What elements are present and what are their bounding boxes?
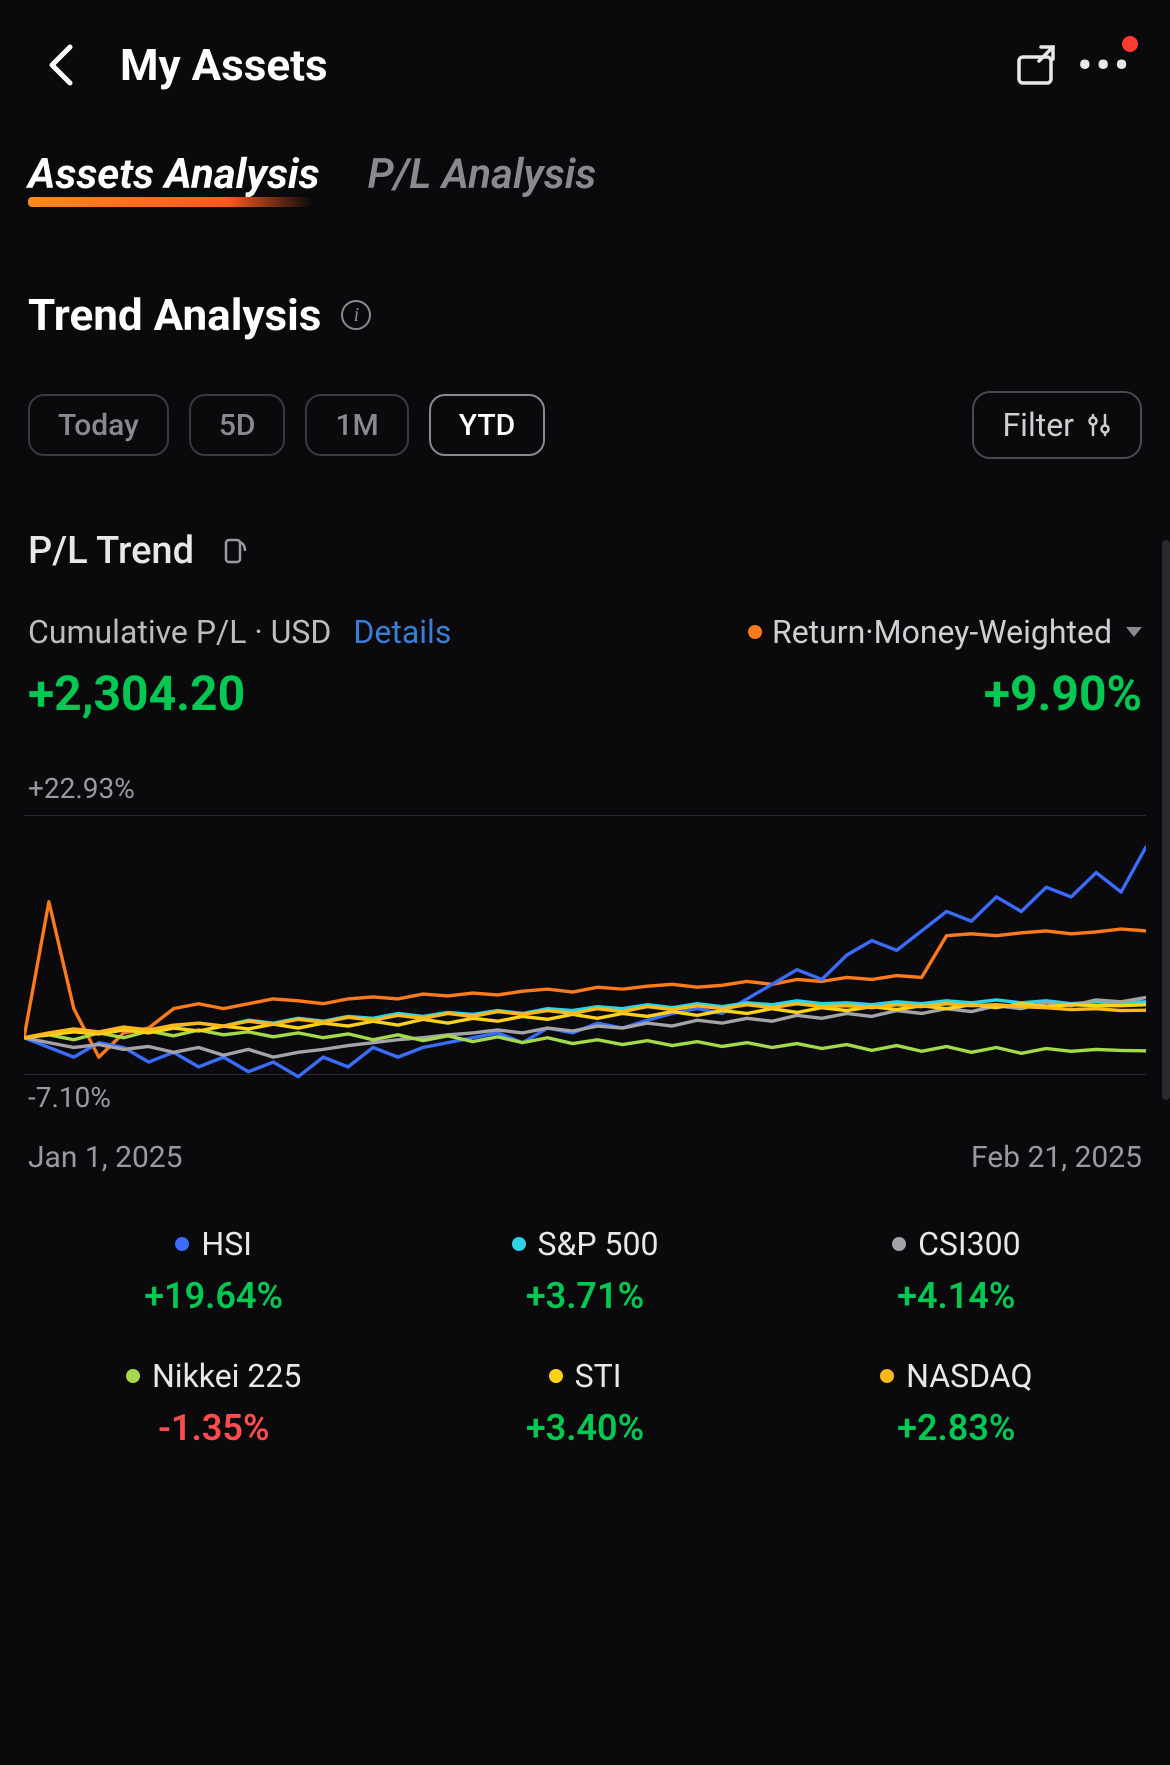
cumulative-metric: Cumulative P/L · USD Details +2,304.20 bbox=[28, 613, 748, 722]
legend-name: CSI300 bbox=[918, 1225, 1020, 1263]
range-row: Today 5D 1M YTD Filter bbox=[0, 371, 1170, 499]
legend-name: S&P 500 bbox=[538, 1225, 659, 1263]
notification-dot-icon bbox=[1122, 36, 1138, 52]
back-button[interactable] bbox=[30, 35, 90, 95]
chart-x-start: Jan 1, 2025 bbox=[28, 1140, 183, 1175]
share-icon bbox=[1013, 43, 1057, 87]
legend-grid: HSI +19.64% S&P 500 +3.71% CSI300 +4.14% Nikke… bbox=[0, 1175, 1170, 1449]
range-5d[interactable]: 5D bbox=[189, 394, 286, 456]
legend-name: NASDAQ bbox=[906, 1357, 1032, 1395]
pl-trend-title: P/L Trend bbox=[28, 529, 194, 573]
chart-container: +22.93% -7.10% bbox=[0, 732, 1170, 1124]
filter-icon bbox=[1086, 412, 1112, 438]
cumulative-value: +2,304.20 bbox=[28, 665, 748, 722]
header: My Assets ••• bbox=[0, 0, 1170, 130]
tabs: Assets Analysis P/L Analysis bbox=[0, 130, 1170, 229]
section-title: Trend Analysis bbox=[28, 289, 321, 341]
chart-y-max: +22.93% bbox=[24, 772, 1146, 805]
range-today[interactable]: Today bbox=[28, 394, 169, 456]
legend-item-sti[interactable]: STI +3.40% bbox=[399, 1357, 770, 1449]
info-icon[interactable]: i bbox=[341, 300, 371, 330]
tab-p-l-analysis[interactable]: P/L Analysis bbox=[368, 150, 597, 199]
chart-area[interactable] bbox=[24, 815, 1146, 1075]
legend-pct: +4.14% bbox=[771, 1275, 1142, 1317]
back-icon bbox=[46, 43, 74, 87]
return-label: Return·Money-Weighted bbox=[772, 613, 1112, 651]
legend-dot-icon bbox=[880, 1369, 894, 1383]
details-link[interactable]: Details bbox=[353, 613, 451, 651]
section-header: Trend Analysis i bbox=[0, 229, 1170, 371]
legend-pct: +19.64% bbox=[28, 1275, 399, 1317]
legend-item-csi300[interactable]: CSI300 +4.14% bbox=[771, 1225, 1142, 1317]
range-ytd[interactable]: YTD bbox=[429, 394, 545, 456]
legend-dot-icon bbox=[748, 625, 762, 639]
legend-item-nasdaq[interactable]: NASDAQ +2.83% bbox=[771, 1357, 1142, 1449]
scrollbar[interactable] bbox=[1162, 540, 1170, 1100]
legend-dot-icon bbox=[175, 1237, 189, 1251]
tab-assets-analysis[interactable]: Assets Analysis bbox=[28, 150, 320, 199]
legend-dot-icon bbox=[892, 1237, 906, 1251]
chart-date-row: Jan 1, 2025 Feb 21, 2025 bbox=[0, 1124, 1170, 1175]
series-return bbox=[24, 902, 1146, 1057]
page-title: My Assets bbox=[120, 39, 328, 91]
share-button[interactable] bbox=[1000, 30, 1070, 100]
legend-name: Nikkei 225 bbox=[152, 1357, 301, 1395]
legend-item-s-p-500[interactable]: S&P 500 +3.71% bbox=[399, 1225, 770, 1317]
chevron-down-icon bbox=[1126, 627, 1142, 637]
legend-dot-icon bbox=[549, 1369, 563, 1383]
legend-item-hsi[interactable]: HSI +19.64% bbox=[28, 1225, 399, 1317]
legend-pct: +2.83% bbox=[771, 1407, 1142, 1449]
legend-item-nikkei-225[interactable]: Nikkei 225 -1.35% bbox=[28, 1357, 399, 1449]
legend-pct: -1.35% bbox=[28, 1407, 399, 1449]
filter-button[interactable]: Filter bbox=[972, 391, 1142, 459]
legend-name: STI bbox=[575, 1357, 622, 1395]
metrics-row: Cumulative P/L · USD Details +2,304.20 R… bbox=[0, 593, 1170, 732]
legend-dot-icon bbox=[126, 1369, 140, 1383]
return-selector[interactable]: Return·Money-Weighted bbox=[748, 613, 1142, 651]
cumulative-label: Cumulative P/L · USD bbox=[28, 613, 331, 651]
legend-dot-icon bbox=[512, 1237, 526, 1251]
chart-svg bbox=[24, 815, 1146, 1107]
pl-trend-header: P/L Trend bbox=[0, 499, 1170, 593]
chart-x-end: Feb 21, 2025 bbox=[971, 1140, 1142, 1175]
legend-pct: +3.40% bbox=[399, 1407, 770, 1449]
more-button[interactable]: ••• bbox=[1070, 30, 1140, 100]
legend-name: HSI bbox=[201, 1225, 252, 1263]
legend-pct: +3.71% bbox=[399, 1275, 770, 1317]
return-value: +9.90% bbox=[748, 665, 1142, 722]
rotate-icon[interactable] bbox=[216, 534, 250, 568]
return-metric: Return·Money-Weighted +9.90% bbox=[748, 613, 1142, 722]
filter-label: Filter bbox=[1002, 406, 1074, 444]
range-1m[interactable]: 1M bbox=[305, 394, 408, 456]
